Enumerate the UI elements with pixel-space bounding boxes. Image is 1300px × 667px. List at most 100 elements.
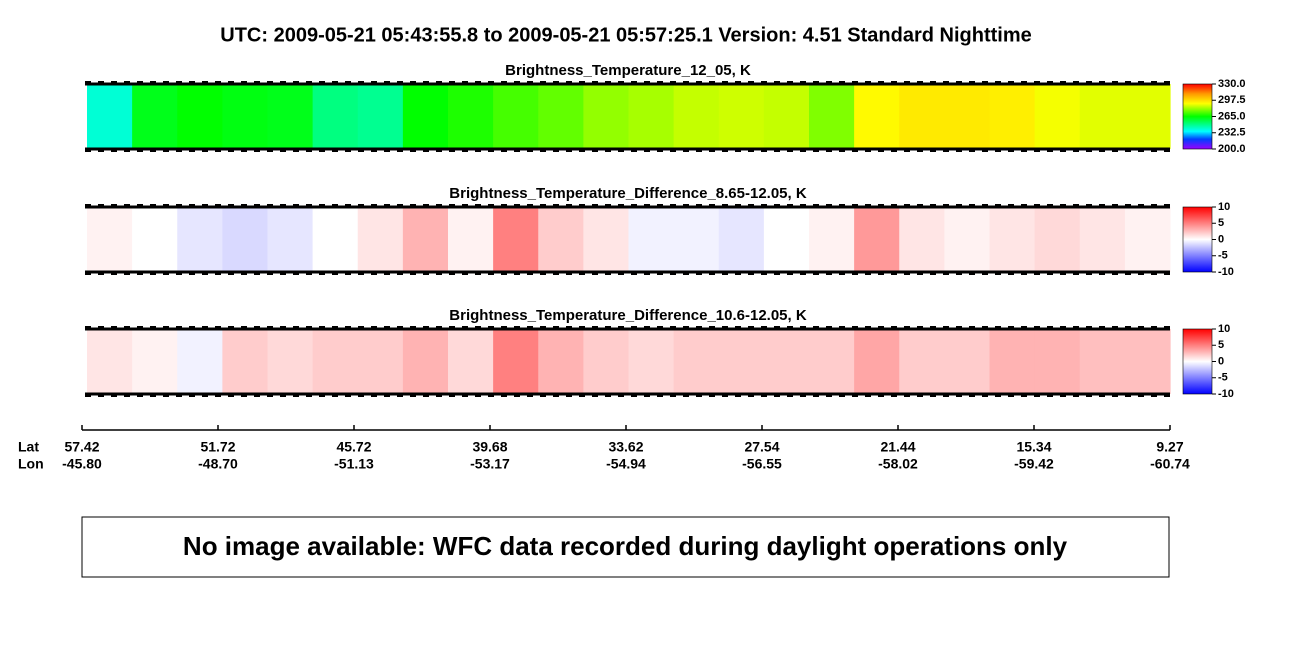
heat-column: [267, 84, 314, 149]
heat-column: [989, 329, 1036, 394]
lat-label: 15.34: [1016, 439, 1051, 455]
lon-label: -58.02: [878, 456, 918, 472]
lat-label: 45.72: [336, 439, 371, 455]
heat-column: [132, 207, 178, 272]
heat-column: [87, 207, 133, 272]
heat-column: [312, 329, 359, 394]
heat-column: [718, 84, 765, 149]
heat-column: [222, 84, 269, 149]
colorbar-label: 5: [1218, 339, 1224, 351]
heat-column: [493, 329, 539, 394]
lat-label: 51.72: [200, 439, 235, 455]
heat-column: [312, 207, 359, 272]
lon-label: -56.55: [742, 456, 782, 472]
colorbar: [1182, 83, 1213, 150]
axis-row-label: Lat: [18, 439, 39, 455]
heat-column: [854, 84, 900, 149]
colorbar-label: -5: [1218, 372, 1228, 384]
colorbar-label: -10: [1218, 266, 1234, 278]
heat-column: [763, 329, 810, 394]
heat-column: [1034, 84, 1081, 149]
note-box: [81, 516, 1170, 578]
heat-column: [1079, 84, 1126, 149]
heat-column: [718, 207, 765, 272]
heat-column: [132, 84, 178, 149]
heat-column: [899, 329, 945, 394]
page-title: UTC: 2009-05-21 05:43:55.8 to 2009-05-21…: [220, 24, 1031, 46]
heat-column: [899, 84, 945, 149]
heat-column: [1034, 207, 1081, 272]
heat-column: [583, 207, 630, 272]
lat-label: 33.62: [608, 439, 643, 455]
colorbar-label: 5: [1218, 217, 1224, 229]
colorbar-label: 330.0: [1218, 78, 1246, 90]
lat-label: 27.54: [744, 439, 779, 455]
heat-column: [312, 84, 359, 149]
heat-column: [87, 329, 133, 394]
heat-column: [357, 84, 404, 149]
heat-column: [402, 207, 449, 272]
heat-column: [538, 207, 584, 272]
heat-column: [673, 84, 720, 149]
heat-column: [854, 207, 900, 272]
heat-column: [538, 84, 584, 149]
colorbar-label: -10: [1218, 388, 1234, 400]
colorbar-label: 200.0: [1218, 143, 1246, 155]
heat-column: [177, 207, 223, 272]
lon-label: -60.74: [1150, 456, 1190, 472]
colorbar-label: 0: [1218, 233, 1224, 245]
heat-column: [899, 207, 945, 272]
heat-column: [628, 207, 675, 272]
lat-label: 9.27: [1156, 439, 1183, 455]
heat-column: [222, 329, 269, 394]
heat-column: [763, 84, 810, 149]
heat-column: [809, 84, 855, 149]
heat-column: [583, 329, 630, 394]
heat-column: [1079, 329, 1126, 394]
heat-column: [628, 329, 675, 394]
heat-column: [177, 329, 223, 394]
heat-column: [448, 329, 494, 394]
heat-column: [718, 329, 765, 394]
lon-label: -45.80: [62, 456, 102, 472]
heat-column: [448, 84, 494, 149]
colorbar-label: 265.0: [1218, 110, 1246, 122]
panel-title: Brightness_Temperature_Difference_10.6-1…: [449, 307, 807, 324]
heat-column: [944, 207, 991, 272]
lon-label: -51.13: [334, 456, 374, 472]
colorbar: [1182, 328, 1213, 395]
heat-column: [538, 329, 584, 394]
axis-row-label: Lon: [18, 456, 44, 472]
heat-column: [402, 84, 449, 149]
heat-column: [809, 207, 855, 272]
lon-label: -48.70: [198, 456, 238, 472]
heat-column: [222, 207, 269, 272]
lon-label: -59.42: [1014, 456, 1054, 472]
heat-column: [357, 207, 404, 272]
panel-title: Brightness_Temperature_Difference_8.65-1…: [449, 185, 807, 202]
heat-column: [673, 207, 720, 272]
heat-column: [493, 207, 539, 272]
panel-title: Brightness_Temperature_12_05, K: [505, 62, 751, 79]
heat-column: [989, 84, 1036, 149]
heat-column: [1034, 329, 1081, 394]
heat-column: [132, 329, 178, 394]
lat-label: 21.44: [880, 439, 915, 455]
lon-label: -53.17: [470, 456, 510, 472]
heat-column: [1079, 207, 1126, 272]
heat-column: [1124, 84, 1171, 149]
heat-column: [854, 329, 900, 394]
heat-column: [944, 84, 991, 149]
colorbar-label: 10: [1218, 201, 1230, 213]
heat-column: [673, 329, 720, 394]
heat-column: [809, 329, 855, 394]
heat-column: [583, 84, 630, 149]
lat-label: 39.68: [472, 439, 507, 455]
heat-column: [493, 84, 539, 149]
colorbar-label: 297.5: [1218, 94, 1246, 106]
heat-column: [763, 207, 810, 272]
heat-column: [944, 329, 991, 394]
heat-column: [448, 207, 494, 272]
